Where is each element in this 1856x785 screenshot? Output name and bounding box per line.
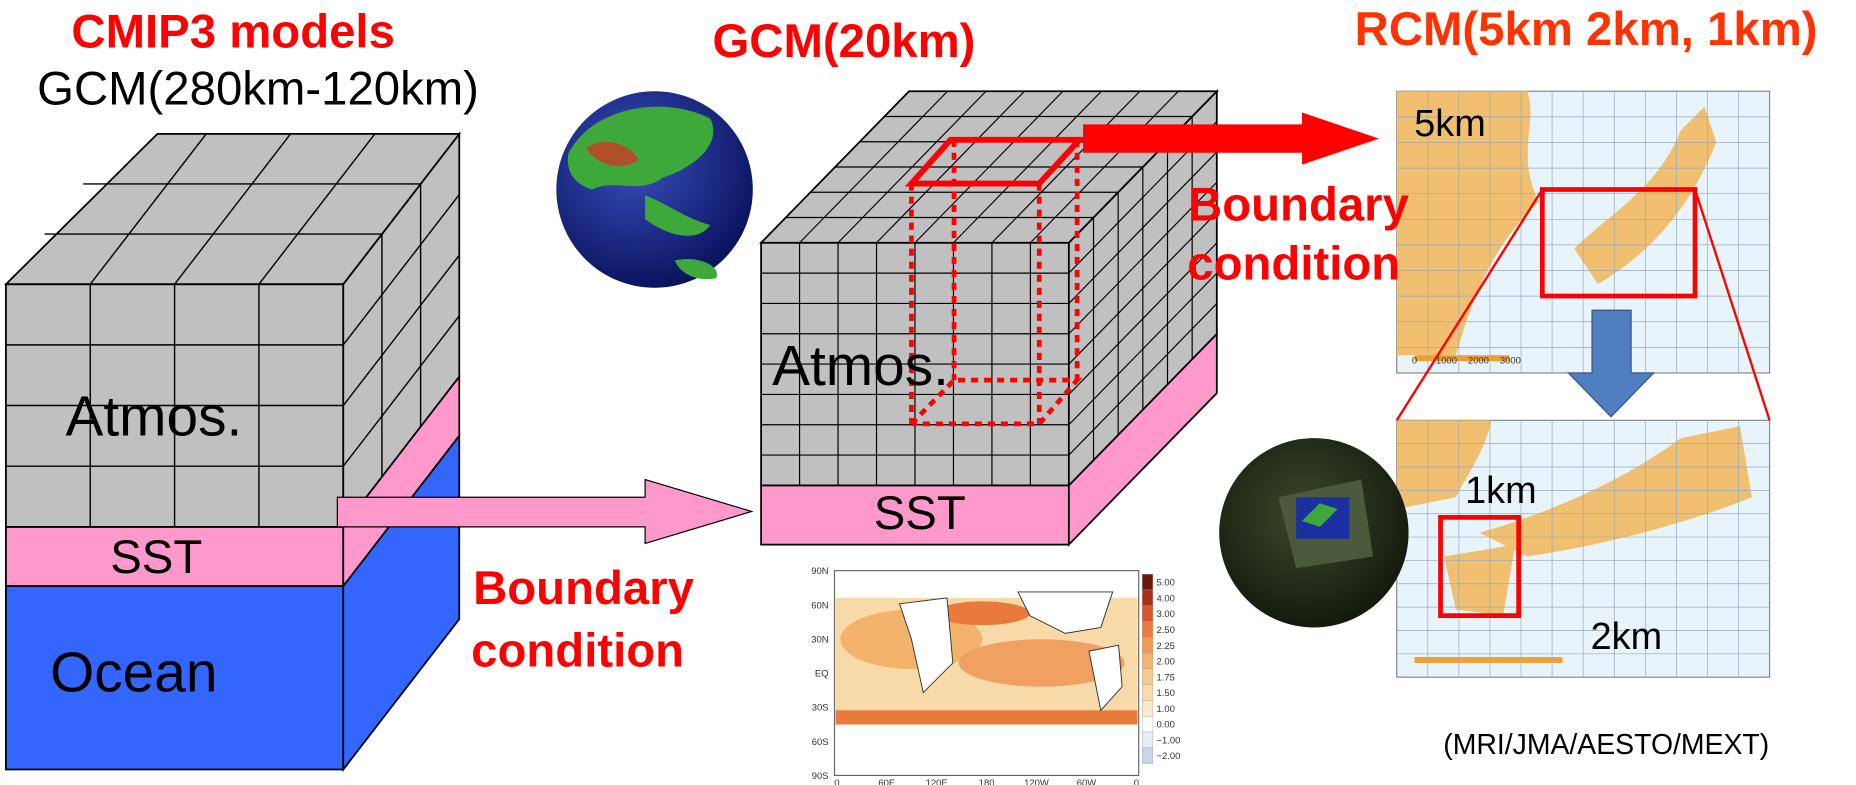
colorbar-label: 5.00: [1156, 578, 1174, 589]
colorbar-label: 1.50: [1156, 688, 1174, 699]
colorbar-cell: [1142, 574, 1153, 590]
y-label: 60N: [811, 600, 829, 611]
x-label: 0: [1134, 778, 1139, 785]
colorbar-cell: [1142, 748, 1153, 764]
elevation-label: 2000: [1468, 356, 1489, 367]
colorbar-label: 2.25: [1156, 641, 1174, 652]
colorbar-label: 3.00: [1156, 609, 1174, 620]
colorbar-cell: [1142, 716, 1153, 732]
boundary-label: Boundary: [1188, 178, 1410, 231]
atmos-label: Atmos.: [772, 335, 949, 398]
boundary-label: Boundary: [473, 562, 695, 615]
left-subtitle: GCM(280km-120km): [37, 62, 479, 115]
colorbar-label: −2.00: [1156, 751, 1180, 762]
colorbar-cell: [1142, 590, 1153, 606]
colorbar-label: 2.00: [1156, 657, 1174, 668]
left-title: CMIP3 models: [71, 5, 395, 58]
x-label: 60E: [878, 778, 895, 785]
colorbar-label: 0.00: [1156, 720, 1174, 731]
sst-map: 5.00 4.00 3.00 2.50 2.25 2.00 1.75 1.50 1.00 0.00…: [811, 566, 1180, 785]
elevation-label: 3000: [1500, 356, 1521, 367]
colorbar-label: 4.00: [1156, 593, 1174, 604]
colorbar-cell: [1142, 637, 1153, 653]
boundary-label: condition: [1187, 237, 1400, 290]
colorbar-cell: [1142, 669, 1153, 685]
atmos-label: Atmos.: [66, 386, 243, 449]
y-label: 90N: [811, 566, 829, 577]
right-title: RCM(5km 2km, 1km): [1355, 3, 1818, 56]
middle-cube: [761, 91, 1217, 544]
colorbar-label: −1.00: [1156, 735, 1180, 746]
colorbar-cell: [1142, 606, 1153, 622]
colorbar-cell: [1142, 732, 1153, 748]
y-label: 30S: [812, 703, 829, 714]
x-label: 120W: [1024, 778, 1049, 785]
colorbar-cell: [1142, 653, 1153, 669]
y-label: 30N: [811, 634, 829, 645]
colorbar-label: 1.00: [1156, 704, 1174, 715]
elevation-bar: [1414, 657, 1562, 663]
colorbar-label: 2.50: [1156, 625, 1174, 636]
boundary-label: condition: [471, 625, 684, 678]
globe: [556, 91, 752, 287]
colorbar: 5.00 4.00 3.00 2.50 2.25 2.00 1.75 1.50 1.00 0.00…: [1142, 574, 1180, 763]
colorbar-cell: [1142, 685, 1153, 701]
middle-title: GCM(20km): [712, 15, 975, 68]
credit: (MRI/JMA/AESTO/MEXT): [1443, 729, 1769, 761]
label-2km: 2km: [1591, 616, 1663, 658]
colorbar-cell: [1142, 700, 1153, 716]
elevation-bar: [1414, 355, 1509, 361]
x-label: 180: [979, 778, 995, 785]
colorbar-label: 1.75: [1156, 672, 1174, 683]
sst-label: SST: [874, 487, 966, 540]
x-label: 120E: [926, 778, 948, 785]
label-5km: 5km: [1414, 103, 1486, 145]
page: {"left":{"title":"CMIP3 models","subtitl…: [0, 0, 1856, 785]
y-label: 90S: [812, 771, 829, 782]
label-1km: 1km: [1465, 470, 1537, 512]
y-label: 60S: [812, 737, 829, 748]
ocean-label: Ocean: [50, 641, 217, 704]
diagram: 5.00 4.00 3.00 2.50 2.25 2.00 1.75 1.50 1.00 0.00…: [0, 0, 1856, 785]
x-label: 0: [834, 778, 839, 785]
elevation-label: 0: [1412, 356, 1417, 367]
warm-band: [836, 710, 1138, 724]
y-label: EQ: [815, 669, 829, 680]
x-label: 60W: [1077, 778, 1097, 785]
colorbar-cell: [1142, 622, 1153, 638]
elevation-label: 1000: [1436, 356, 1457, 367]
sst-label: SST: [110, 531, 202, 584]
